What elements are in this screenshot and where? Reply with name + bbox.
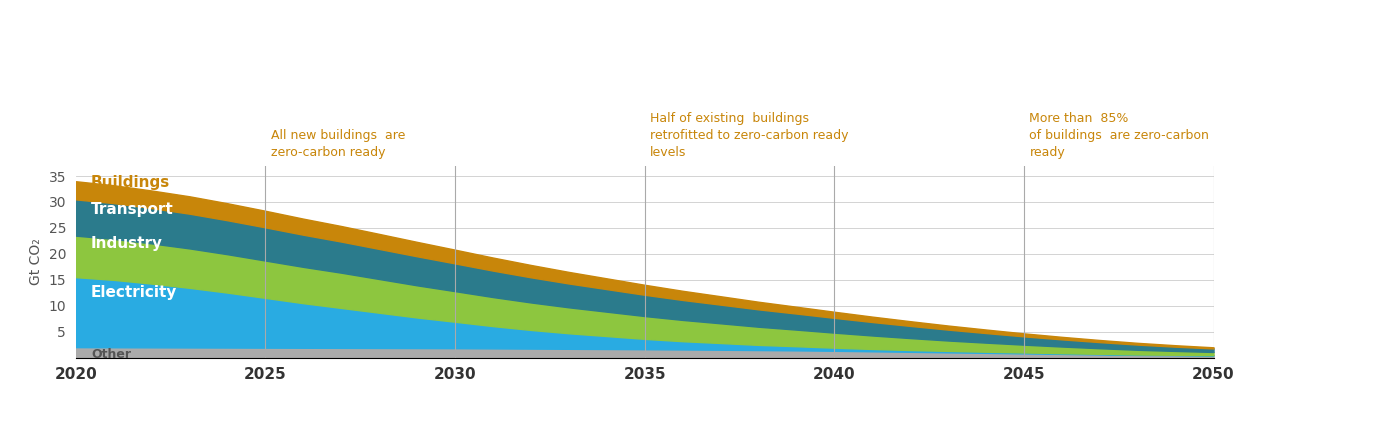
Text: Other: Other (91, 348, 131, 361)
Text: Industry: Industry (91, 236, 163, 251)
Text: Buildings: Buildings (91, 175, 170, 190)
Text: Half of existing  buildings
retrofitted to zero-carbon ready
levels: Half of existing buildings retrofitted t… (651, 112, 848, 159)
Text: Electricity: Electricity (91, 285, 178, 300)
Y-axis label: Gt CO₂: Gt CO₂ (29, 238, 43, 285)
Text: Transport: Transport (91, 202, 174, 217)
Text: All new buildings  are
zero-carbon ready: All new buildings are zero-carbon ready (270, 129, 405, 159)
Text: More than  85%
of buildings  are zero-carbon
ready: More than 85% of buildings are zero-carb… (1029, 112, 1209, 159)
